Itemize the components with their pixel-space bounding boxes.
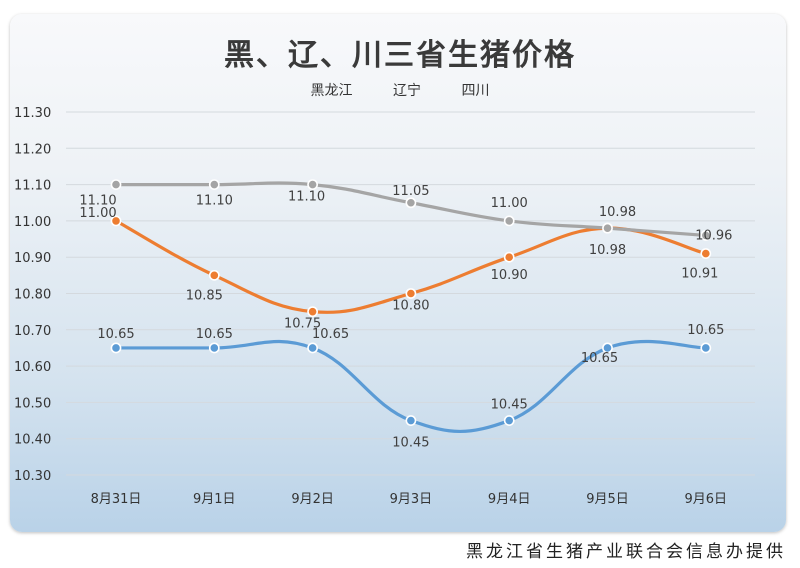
x-tick-label: 8月31日 xyxy=(91,492,142,507)
source-credit: 黑龙江省生猪产业联合会信息办提供 xyxy=(466,542,786,562)
data-point xyxy=(307,342,318,354)
data-label: 10.65 xyxy=(581,351,618,366)
data-label: 10.45 xyxy=(392,436,429,451)
data-label: 10.45 xyxy=(491,398,528,413)
data-point xyxy=(208,269,220,281)
x-tick-label: 9月6日 xyxy=(685,492,728,507)
data-point xyxy=(700,248,712,259)
y-tick-label: 11.00 xyxy=(14,215,51,230)
data-point xyxy=(307,306,318,318)
data-point xyxy=(405,288,417,299)
data-point xyxy=(503,415,515,426)
data-point xyxy=(208,179,220,190)
data-point xyxy=(307,179,318,190)
x-tick-label: 9月4日 xyxy=(488,492,531,507)
data-point xyxy=(110,179,122,190)
data-point xyxy=(700,342,712,354)
data-point xyxy=(405,415,417,426)
x-tick-label: 9月1日 xyxy=(193,492,236,507)
data-label: 10.65 xyxy=(312,327,349,342)
y-tick-label: 10.30 xyxy=(14,469,51,484)
y-tick-label: 11.30 xyxy=(14,106,51,121)
data-point xyxy=(602,222,613,234)
data-label: 11.00 xyxy=(79,206,116,221)
y-tick-label: 11.20 xyxy=(14,142,51,157)
data-point xyxy=(700,230,712,241)
data-point xyxy=(110,342,122,354)
x-tick-label: 9月3日 xyxy=(390,492,433,507)
data-label: 10.80 xyxy=(392,299,429,314)
y-tick-label: 10.70 xyxy=(14,324,51,339)
data-label: 10.96 xyxy=(695,228,732,243)
data-point xyxy=(503,215,515,227)
y-tick-label: 10.60 xyxy=(14,360,51,375)
data-label: 11.10 xyxy=(288,190,325,205)
data-point xyxy=(208,342,220,354)
data-label: 10.98 xyxy=(599,205,636,220)
legend-entry-liaoning: 辽宁 xyxy=(393,83,421,99)
data-label: 10.91 xyxy=(681,267,718,282)
x-tick-label: 9月2日 xyxy=(291,492,334,507)
data-label: 11.10 xyxy=(79,194,116,209)
data-label: 10.65 xyxy=(97,327,134,342)
legend: 黑龙江 辽宁 四川 xyxy=(0,80,800,100)
chart-card xyxy=(10,14,786,532)
data-label: 10.75 xyxy=(284,317,321,332)
y-tick-label: 11.10 xyxy=(14,179,51,194)
y-tick-label: 10.40 xyxy=(14,433,51,448)
data-label: 10.90 xyxy=(491,268,528,283)
data-point xyxy=(405,197,417,209)
data-label: 11.00 xyxy=(491,196,528,211)
data-label: 11.05 xyxy=(392,184,429,199)
y-tick-label: 10.80 xyxy=(14,288,51,303)
x-tick-label: 9月5日 xyxy=(586,492,629,507)
data-label: 10.98 xyxy=(589,243,626,258)
data-label: 10.65 xyxy=(687,323,724,338)
data-point xyxy=(602,342,613,354)
data-label: 10.85 xyxy=(186,288,223,303)
legend-entry-sichuan: 四川 xyxy=(461,83,490,99)
y-tick-label: 10.50 xyxy=(14,396,51,411)
data-label: 11.10 xyxy=(196,194,233,209)
y-tick-label: 10.90 xyxy=(14,251,51,266)
data-point xyxy=(503,251,515,263)
chart-title: 黑、辽、川三省生猪价格 xyxy=(224,38,576,73)
data-label: 10.65 xyxy=(196,327,233,342)
legend-entry-heilongjiang: 黑龙江 xyxy=(310,83,353,99)
data-point xyxy=(110,215,122,227)
